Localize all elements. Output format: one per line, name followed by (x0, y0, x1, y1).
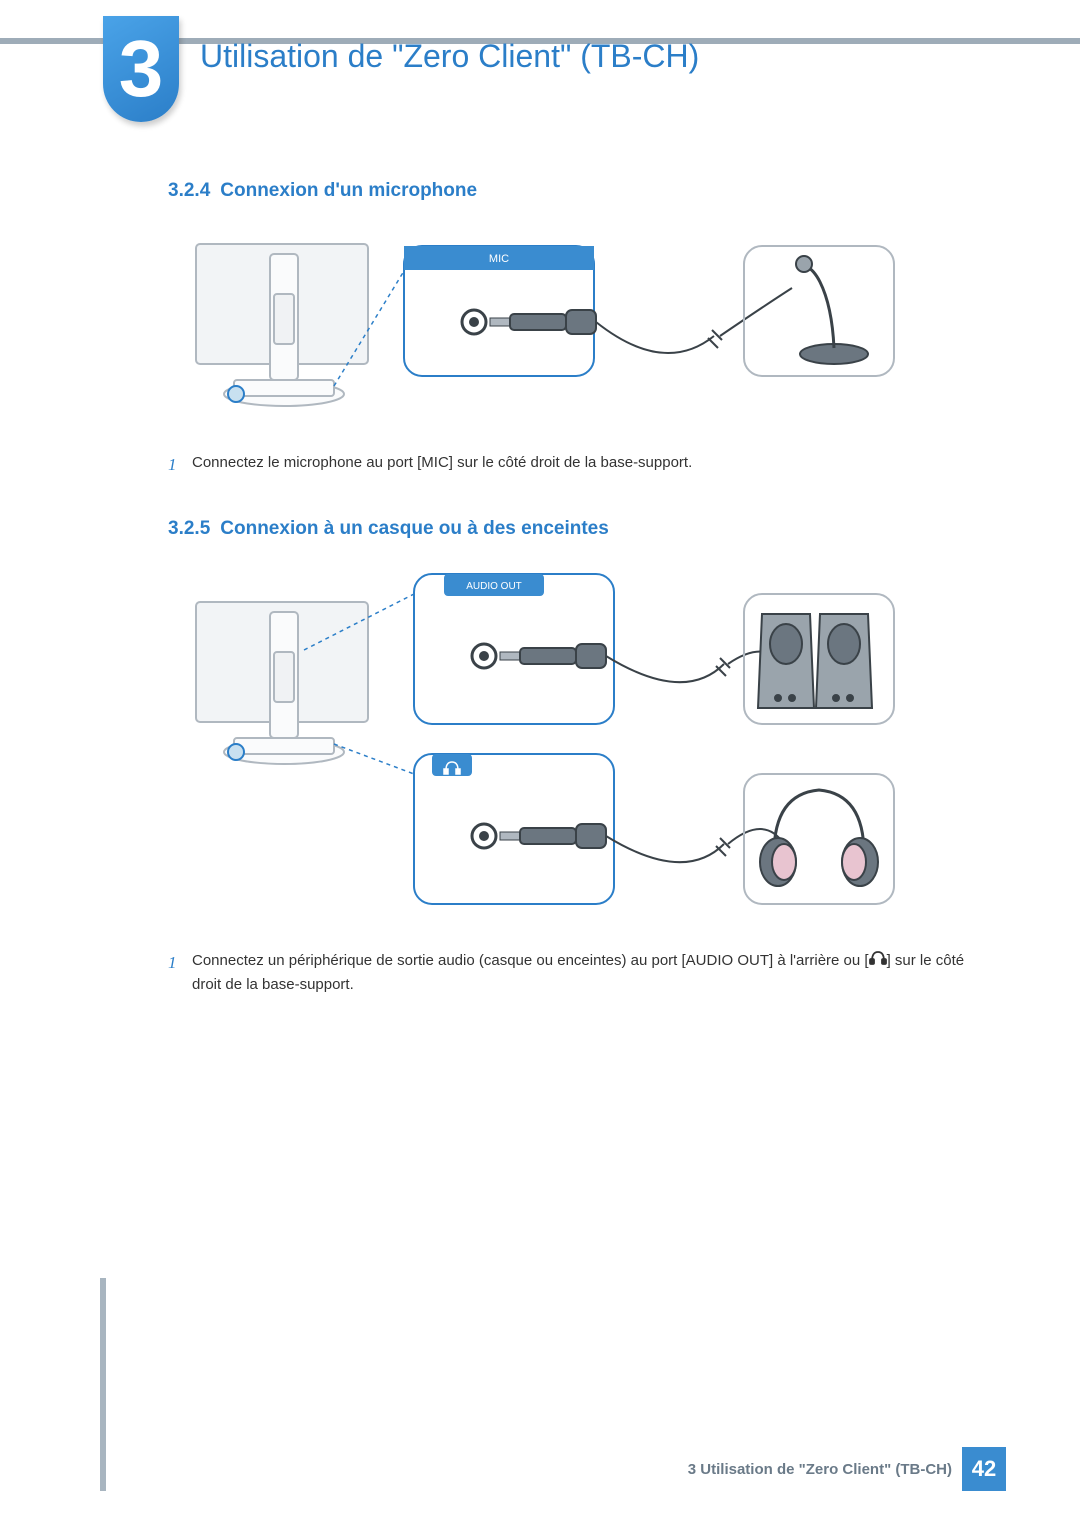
mic-label: MIC (489, 253, 509, 265)
diagram-audio: AUDIO OUT (184, 564, 968, 929)
chapter-badge: 3 (103, 16, 179, 122)
step-324-1: 1 Connectez le microphone au port [MIC] … (168, 451, 968, 478)
step-text: Connectez le microphone au port [MIC] su… (192, 451, 968, 478)
step-325-1: 1 Connectez un périphérique de sortie au… (168, 949, 968, 997)
side-stripe (100, 1278, 106, 1491)
step-text-before: Connectez un périphérique de sortie audi… (192, 952, 869, 969)
footer-text: 3 Utilisation de "Zero Client" (TB-CH) (688, 1461, 952, 1478)
section-num: 3.2.5 (168, 518, 210, 539)
content: 3.2.4 Connexion d'un microphone MIC (168, 180, 968, 1037)
section-num: 3.2.4 (168, 180, 210, 201)
headphone-icon (869, 949, 887, 973)
section-title: Connexion à un casque ou à des enceintes (220, 518, 609, 539)
step-text: Connectez un périphérique de sortie audi… (192, 949, 968, 997)
step-num: 1 (168, 949, 192, 997)
audio-out-label: AUDIO OUT (466, 581, 522, 592)
diagram-mic: MIC (184, 226, 968, 431)
section-heading-324: 3.2.4 Connexion d'un microphone (168, 180, 968, 202)
section-title: Connexion d'un microphone (220, 180, 477, 201)
chapter-number: 3 (119, 29, 164, 109)
page-number: 42 (962, 1447, 1006, 1491)
chapter-title: Utilisation de "Zero Client" (TB-CH) (200, 38, 699, 75)
section-heading-325: 3.2.5 Connexion à un casque ou à des ence… (168, 518, 968, 540)
footer: 3 Utilisation de "Zero Client" (TB-CH) 4… (688, 1447, 1006, 1491)
step-num: 1 (168, 451, 192, 478)
